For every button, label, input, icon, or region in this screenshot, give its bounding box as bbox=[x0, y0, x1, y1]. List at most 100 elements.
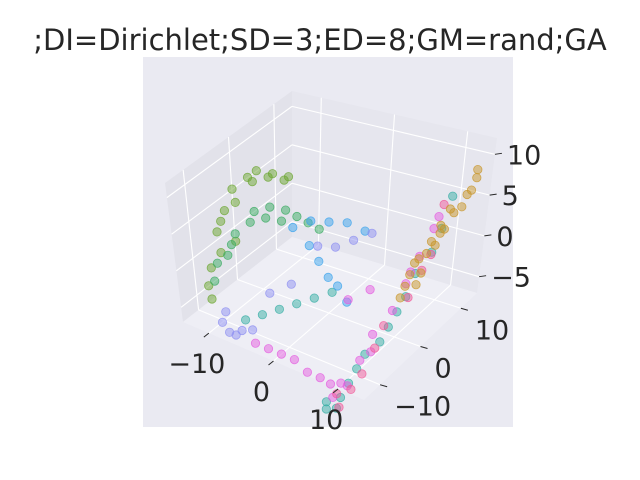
data-point-series-7 bbox=[414, 254, 424, 264]
z-tick-mark bbox=[489, 193, 497, 196]
data-point-series-2 bbox=[448, 191, 458, 201]
data-point-series-2 bbox=[292, 299, 302, 309]
data-point-series-7 bbox=[411, 280, 421, 290]
data-point-series-1 bbox=[314, 224, 324, 234]
data-point-series-5 bbox=[302, 367, 312, 377]
z-tick-label: −5 bbox=[491, 263, 531, 294]
data-point-series-4 bbox=[265, 288, 275, 298]
tick-labels: −10 0 10 −10 0 10 −5 0 5 10 bbox=[168, 140, 541, 436]
data-point-series-5 bbox=[387, 305, 397, 316]
data-point-series-5 bbox=[263, 344, 274, 354]
grid-line-z-left bbox=[166, 105, 293, 199]
data-point-series-4 bbox=[221, 307, 231, 317]
data-point-series-1 bbox=[212, 258, 222, 268]
data-point-series-5 bbox=[367, 329, 378, 339]
y-tick-mark bbox=[460, 307, 468, 311]
data-point-series-3 bbox=[323, 272, 333, 282]
data-point-series-2 bbox=[321, 397, 331, 407]
z-tick-label: 0 bbox=[496, 222, 513, 253]
data-point-series-7 bbox=[449, 208, 459, 218]
data-point-series-3 bbox=[324, 217, 334, 227]
data-point-series-0 bbox=[227, 184, 237, 194]
z-tick-mark bbox=[479, 275, 487, 278]
data-point-series-1 bbox=[265, 202, 275, 212]
grid-line-x-back bbox=[383, 114, 396, 266]
data-point-series-2 bbox=[327, 287, 337, 297]
data-point-series-1 bbox=[230, 229, 240, 239]
x-tick-mark bbox=[203, 332, 210, 338]
data-point-series-0 bbox=[279, 175, 289, 185]
data-point-series-4 bbox=[330, 242, 341, 252]
grid-line-y-left bbox=[227, 136, 239, 280]
data-point-series-4 bbox=[348, 235, 359, 245]
data-point-series-5 bbox=[325, 379, 336, 389]
data-point-series-7 bbox=[473, 165, 483, 175]
data-point-series-6 bbox=[357, 369, 367, 379]
data-point-series-2 bbox=[241, 315, 251, 325]
z-tick-label: 10 bbox=[507, 140, 541, 171]
x-tick-label: −10 bbox=[168, 349, 225, 380]
y-tick-label: −10 bbox=[394, 392, 451, 423]
data-point-series-1 bbox=[292, 211, 302, 222]
grid-line-y-left bbox=[182, 169, 200, 310]
data-point-series-6 bbox=[403, 292, 413, 303]
chart-title: ;DI=Dirichlet;SD=3;ED=8;GM=rand;GA bbox=[33, 23, 607, 57]
data-point-series-4 bbox=[313, 241, 323, 251]
data-point-series-1 bbox=[210, 276, 220, 286]
data-point-series-0 bbox=[219, 206, 229, 216]
data-point-series-3 bbox=[332, 281, 343, 291]
data-point-series-5 bbox=[365, 284, 375, 295]
data-point-series-7 bbox=[472, 173, 482, 183]
data-point-series-5 bbox=[276, 349, 286, 359]
data-point-series-7 bbox=[421, 248, 432, 259]
data-point-series-2 bbox=[257, 310, 267, 320]
z-tick-label: 5 bbox=[502, 181, 519, 212]
z-tick-mark bbox=[484, 234, 492, 237]
data-point-series-2 bbox=[309, 293, 319, 303]
pane-floor bbox=[183, 237, 477, 400]
data-point-series-0 bbox=[206, 263, 216, 273]
data-point-series-1 bbox=[280, 205, 291, 215]
data-point-series-3 bbox=[304, 241, 314, 251]
data-point-series-5 bbox=[343, 295, 353, 305]
data-point-series-7 bbox=[400, 281, 410, 291]
data-point-series-4 bbox=[286, 279, 296, 289]
data-point-series-1 bbox=[249, 206, 259, 217]
data-point-series-2 bbox=[274, 304, 284, 314]
grid-line-z-back bbox=[291, 182, 485, 237]
x-tick-label: 0 bbox=[253, 377, 270, 408]
data-point-series-6 bbox=[379, 321, 389, 331]
data-point-series-5 bbox=[355, 355, 365, 365]
y-tick-mark bbox=[420, 346, 428, 349]
data-point-series-4 bbox=[217, 317, 228, 327]
data-point-series-4 bbox=[237, 325, 247, 336]
grid-line-z-left bbox=[176, 182, 293, 272]
axis-panes bbox=[165, 91, 497, 400]
data-point-series-4 bbox=[248, 325, 258, 335]
data-point-series-3 bbox=[306, 216, 316, 226]
data-point-series-6 bbox=[334, 402, 344, 412]
data-point-series-1 bbox=[226, 240, 237, 250]
data-point-series-5 bbox=[250, 338, 261, 348]
data-point-series-4 bbox=[367, 228, 377, 238]
data-points bbox=[204, 165, 483, 414]
data-point-series-1 bbox=[261, 213, 271, 223]
pane-back bbox=[292, 91, 497, 293]
data-point-series-6 bbox=[332, 389, 342, 399]
y-tick-label: 10 bbox=[475, 315, 509, 346]
z-tick-mark bbox=[494, 152, 502, 155]
data-point-series-3 bbox=[314, 256, 324, 266]
data-point-series-6 bbox=[346, 384, 356, 394]
x-tick-mark bbox=[268, 360, 274, 366]
data-point-series-2 bbox=[375, 337, 385, 347]
data-point-series-5 bbox=[289, 354, 299, 365]
grid-line-x-back bbox=[317, 97, 322, 246]
data-point-series-5 bbox=[315, 373, 325, 383]
grid-line-z-back bbox=[291, 105, 496, 155]
data-point-series-0 bbox=[204, 281, 214, 291]
data-point-series-3 bbox=[342, 218, 352, 228]
data-point-series-7 bbox=[416, 268, 426, 278]
grid-lines bbox=[166, 97, 496, 390]
data-point-series-7 bbox=[457, 202, 467, 212]
